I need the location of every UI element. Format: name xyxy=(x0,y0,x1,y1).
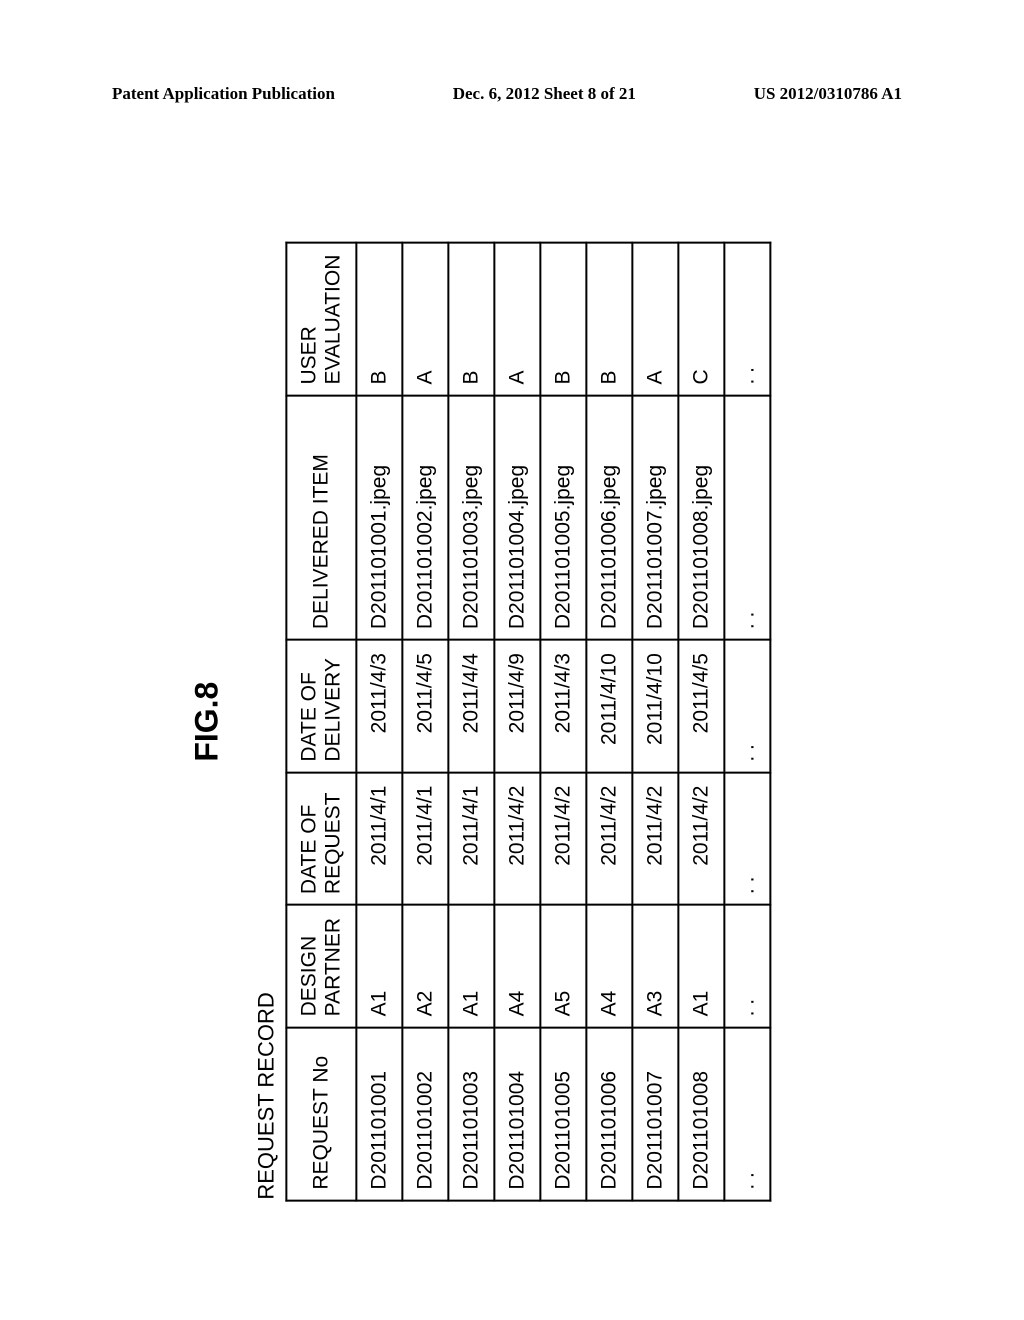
figure-container: FIG.8 REQUEST RECORD REQUEST No DESIGN P… xyxy=(188,242,771,1202)
cell-date-req: 2011/4/2 xyxy=(679,773,725,905)
cell-date-del: 2011/4/5 xyxy=(679,640,725,772)
cell-item: D201101005.jpeg xyxy=(541,396,587,641)
cell-request-no: . . xyxy=(725,1027,771,1200)
cell-item: D201101001.jpeg xyxy=(357,396,403,641)
cell-date-req: 2011/4/2 xyxy=(633,773,679,905)
col-header-request-no: REQUEST No xyxy=(286,1027,356,1200)
cell-partner: A4 xyxy=(495,905,541,1027)
cell-date-del: 2011/4/10 xyxy=(587,640,633,772)
cell-date-req: 2011/4/2 xyxy=(587,773,633,905)
cell-date-req: 2011/4/2 xyxy=(495,773,541,905)
header-left: Patent Application Publication xyxy=(112,84,335,104)
cell-request-no: D201101003 xyxy=(449,1027,495,1200)
table-title: REQUEST RECORD xyxy=(253,242,279,1202)
cell-date-req: . . xyxy=(725,773,771,905)
table-row: D201101007 A3 2011/4/2 2011/4/10 D201101… xyxy=(633,243,679,1201)
cell-eval: C xyxy=(679,243,725,396)
cell-request-no: D201101004 xyxy=(495,1027,541,1200)
cell-date-del: . . xyxy=(725,640,771,772)
table-row-ellipsis: . . . . . . . . . . . . xyxy=(725,243,771,1201)
cell-request-no: D201101007 xyxy=(633,1027,679,1200)
cell-item: . . xyxy=(725,396,771,641)
cell-date-req: 2011/4/2 xyxy=(541,773,587,905)
request-record-table: REQUEST No DESIGN PARTNER DATE OF REQUES… xyxy=(285,242,771,1202)
cell-partner: A5 xyxy=(541,905,587,1027)
cell-partner: A3 xyxy=(633,905,679,1027)
cell-date-del: 2011/4/3 xyxy=(541,640,587,772)
table-row: D201101003 A1 2011/4/1 2011/4/4 D2011010… xyxy=(449,243,495,1201)
cell-item: D201101007.jpeg xyxy=(633,396,679,641)
table-row: D201101001 A1 2011/4/1 2011/4/3 D2011010… xyxy=(357,243,403,1201)
cell-date-del: 2011/4/5 xyxy=(403,640,449,772)
table-header-row: REQUEST No DESIGN PARTNER DATE OF REQUES… xyxy=(286,243,356,1201)
cell-date-req: 2011/4/1 xyxy=(403,773,449,905)
table-row: D201101006 A4 2011/4/2 2011/4/10 D201101… xyxy=(587,243,633,1201)
figure-label: FIG.8 xyxy=(188,242,225,1202)
cell-date-del: 2011/4/9 xyxy=(495,640,541,772)
cell-request-no: D201101005 xyxy=(541,1027,587,1200)
table-row: D201101008 A1 2011/4/2 2011/4/5 D2011010… xyxy=(679,243,725,1201)
table-body: D201101001 A1 2011/4/1 2011/4/3 D2011010… xyxy=(357,243,771,1201)
cell-eval: B xyxy=(541,243,587,396)
cell-date-req: 2011/4/1 xyxy=(449,773,495,905)
cell-partner: . . xyxy=(725,905,771,1027)
header-center: Dec. 6, 2012 Sheet 8 of 21 xyxy=(453,84,636,104)
cell-eval: B xyxy=(449,243,495,396)
cell-item: D201101006.jpeg xyxy=(587,396,633,641)
cell-eval: B xyxy=(587,243,633,396)
cell-request-no: D201101006 xyxy=(587,1027,633,1200)
table-row: D201101002 A2 2011/4/1 2011/4/5 D2011010… xyxy=(403,243,449,1201)
cell-eval: A xyxy=(403,243,449,396)
header-right: US 2012/0310786 A1 xyxy=(754,84,902,104)
page-header: Patent Application Publication Dec. 6, 2… xyxy=(0,84,1024,104)
cell-eval: A xyxy=(495,243,541,396)
cell-partner: A1 xyxy=(449,905,495,1027)
cell-date-del: 2011/4/4 xyxy=(449,640,495,772)
cell-item: D201101004.jpeg xyxy=(495,396,541,641)
cell-request-no: D201101008 xyxy=(679,1027,725,1200)
cell-eval: B xyxy=(357,243,403,396)
cell-request-no: D201101001 xyxy=(357,1027,403,1200)
cell-date-req: 2011/4/1 xyxy=(357,773,403,905)
col-header-delivered-item: DELIVERED ITEM xyxy=(286,396,356,641)
col-header-design-partner: DESIGN PARTNER xyxy=(286,905,356,1027)
cell-partner: A1 xyxy=(679,905,725,1027)
cell-partner: A2 xyxy=(403,905,449,1027)
cell-eval: A xyxy=(633,243,679,396)
cell-item: D201101003.jpeg xyxy=(449,396,495,641)
cell-item: D201101008.jpeg xyxy=(679,396,725,641)
cell-item: D201101002.jpeg xyxy=(403,396,449,641)
col-header-user-eval: USER EVALUATION xyxy=(286,243,356,396)
cell-request-no: D201101002 xyxy=(403,1027,449,1200)
cell-eval: . . xyxy=(725,243,771,396)
cell-date-del: 2011/4/3 xyxy=(357,640,403,772)
col-header-date-request: DATE OF REQUEST xyxy=(286,773,356,905)
table-row: D201101005 A5 2011/4/2 2011/4/3 D2011010… xyxy=(541,243,587,1201)
cell-date-del: 2011/4/10 xyxy=(633,640,679,772)
table-row: D201101004 A4 2011/4/2 2011/4/9 D2011010… xyxy=(495,243,541,1201)
cell-partner: A1 xyxy=(357,905,403,1027)
col-header-date-delivery: DATE OF DELIVERY xyxy=(286,640,356,772)
cell-partner: A4 xyxy=(587,905,633,1027)
